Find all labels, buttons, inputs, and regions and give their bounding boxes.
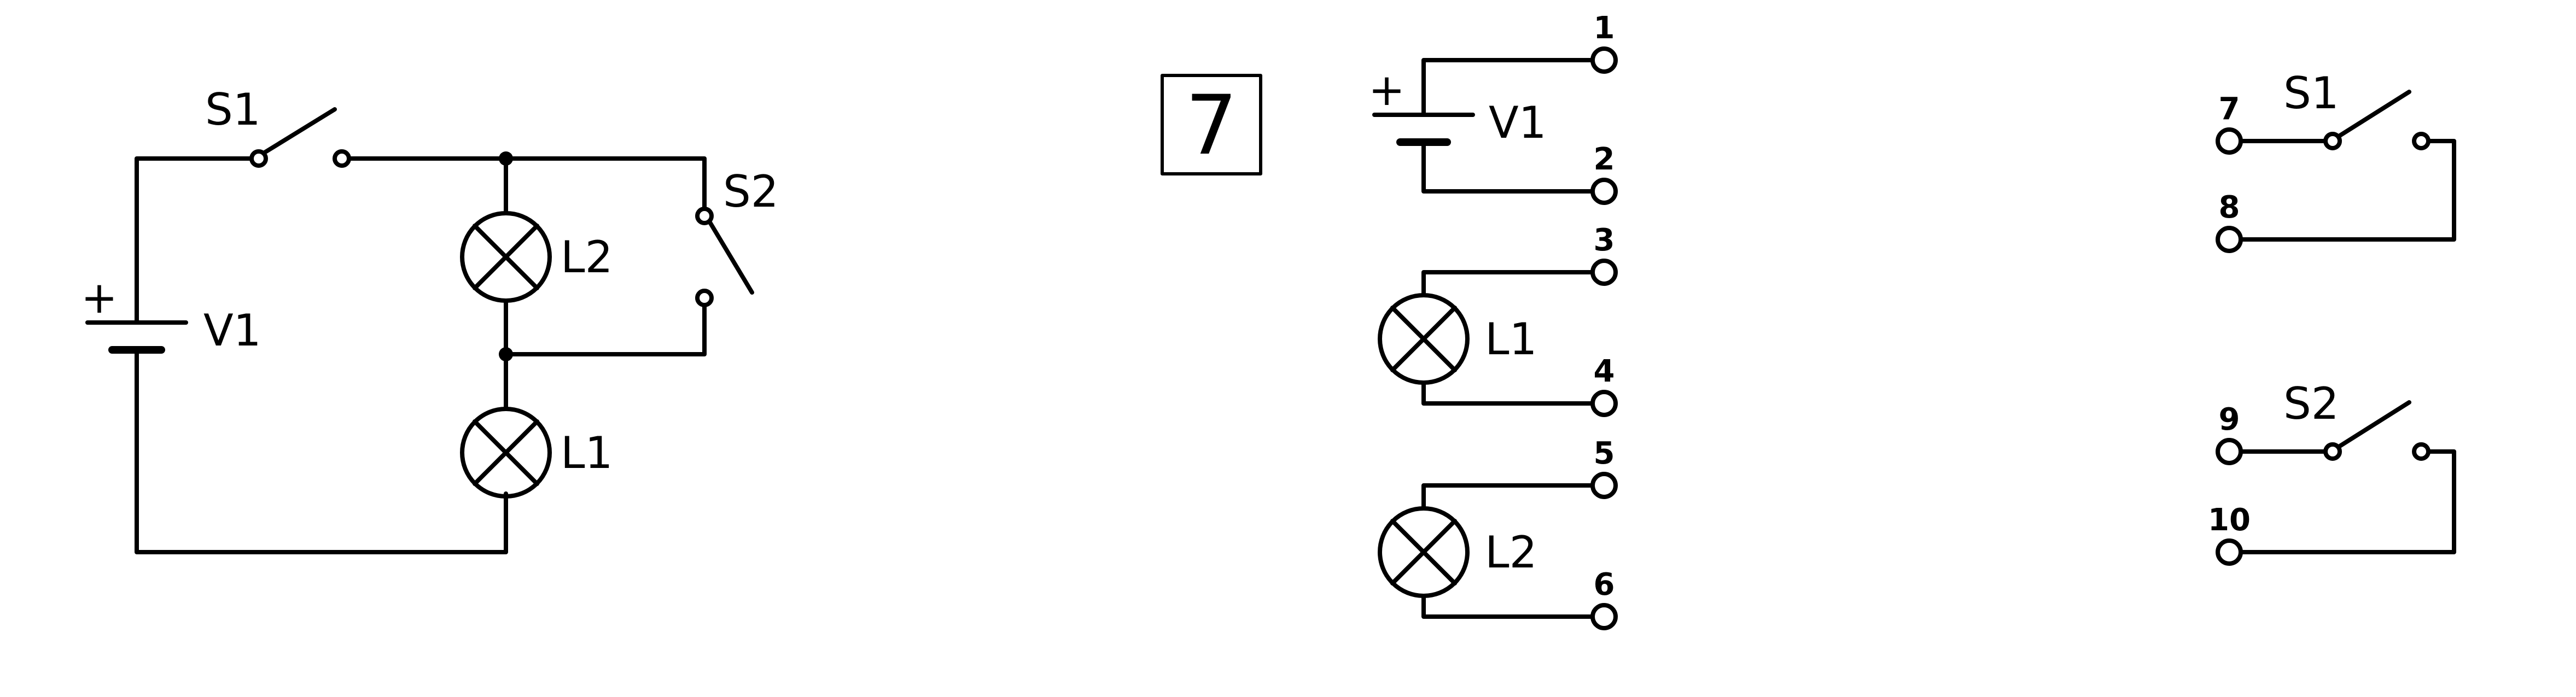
schematic-battery-v1: + V1 (81, 272, 261, 356)
component-battery-label: V1 (1489, 97, 1547, 148)
terminal-9[interactable] (2216, 438, 2243, 465)
component-switch-s1: S1 7 8 (2216, 68, 2456, 253)
junction-dot-top (499, 151, 513, 166)
component-battery-v1: + V1 1 2 (1368, 10, 1618, 205)
terminal-7-label: 7 (2219, 91, 2240, 127)
terminal-10-label: 10 (2208, 502, 2251, 538)
terminal-7[interactable] (2216, 127, 2243, 155)
wire-top-rail (341, 156, 707, 212)
component-switch-s2: S2 9 10 (2208, 378, 2456, 566)
schematic-lamp-l1: L1 (460, 407, 613, 499)
terminal-3-label: 3 (1594, 222, 1615, 258)
component-lamp-l1: L1 3 4 (1378, 222, 1618, 417)
component-lamp-l2-label: L2 (1485, 527, 1537, 578)
terminal-6[interactable] (1590, 603, 1618, 630)
component-battery-polarity: + (1368, 65, 1405, 115)
task-number: 7 (1185, 78, 1237, 173)
wire-left-bottom (135, 348, 508, 554)
schematic-lamp-l1-label: L1 (561, 427, 613, 478)
terminal-8[interactable] (2216, 226, 2243, 253)
schematic-switch-s1-label: S1 (205, 84, 261, 135)
terminal-2-label: 2 (1594, 142, 1615, 177)
schematic-switch-s2-label: S2 (723, 166, 779, 217)
wire-left-top (135, 156, 254, 325)
terminal-9-label: 9 (2219, 402, 2240, 437)
component-lamp-l2: L2 5 6 (1378, 436, 1618, 630)
terminal-1-label: 1 (1594, 10, 1615, 46)
schematic-circuit: + V1 S1 S2 L2 (81, 84, 779, 554)
wire-mid-to-s2 (504, 301, 707, 356)
terminal-8-label: 8 (2219, 190, 2240, 225)
schematic-switch-s1: S1 (205, 84, 351, 168)
terminal-5-label: 5 (1594, 436, 1615, 471)
terminal-4[interactable] (1590, 390, 1618, 417)
schematic-battery-label: V1 (203, 305, 261, 356)
terminal-10[interactable] (2216, 538, 2243, 566)
terminal-1[interactable] (1590, 46, 1618, 74)
junction-dot-mid (499, 347, 513, 361)
schematic-switch-s2: S2 (695, 166, 779, 307)
schematic-lamp-l2: L2 (460, 211, 613, 303)
terminal-3[interactable] (1590, 259, 1618, 286)
schematic-battery-polarity: + (81, 272, 118, 323)
task-number-box: 7 (1161, 74, 1262, 175)
terminal-5[interactable] (1590, 472, 1618, 499)
component-lamp-l1-label: L1 (1485, 314, 1537, 365)
schematic-lamp-l2-label: L2 (561, 232, 613, 283)
component-switch-s1-label: S1 (2283, 68, 2339, 119)
terminal-4-label: 4 (1594, 354, 1615, 389)
terminal-6-label: 6 (1594, 567, 1615, 602)
component-switch-s2-label: S2 (2283, 378, 2339, 429)
terminal-2[interactable] (1590, 178, 1618, 205)
